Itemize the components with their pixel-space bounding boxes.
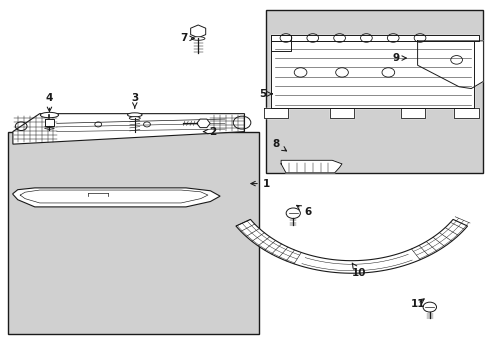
Polygon shape: [13, 114, 244, 144]
Bar: [266, 10, 483, 173]
Ellipse shape: [191, 37, 204, 40]
Polygon shape: [271, 41, 473, 108]
Polygon shape: [271, 35, 290, 51]
Text: 7: 7: [180, 33, 194, 43]
Bar: [8, 132, 259, 334]
Polygon shape: [236, 219, 467, 273]
Polygon shape: [45, 119, 54, 126]
Text: 2: 2: [203, 127, 216, 136]
Ellipse shape: [129, 117, 140, 120]
Text: 5: 5: [259, 89, 272, 99]
Polygon shape: [196, 119, 210, 127]
Text: 10: 10: [351, 263, 366, 278]
Text: 1: 1: [250, 179, 269, 189]
Polygon shape: [453, 108, 478, 118]
Polygon shape: [329, 108, 353, 118]
Circle shape: [285, 208, 300, 219]
Ellipse shape: [40, 112, 59, 118]
Polygon shape: [13, 188, 220, 207]
Text: 11: 11: [409, 299, 424, 309]
Circle shape: [422, 302, 436, 312]
Text: 3: 3: [131, 93, 138, 108]
Polygon shape: [400, 108, 424, 118]
Polygon shape: [271, 35, 478, 41]
Polygon shape: [190, 25, 205, 38]
Polygon shape: [281, 160, 341, 173]
Polygon shape: [264, 108, 288, 118]
Ellipse shape: [127, 113, 142, 117]
Text: 6: 6: [296, 205, 311, 217]
Polygon shape: [417, 41, 483, 89]
Text: 9: 9: [391, 53, 406, 63]
Text: 4: 4: [46, 93, 53, 112]
Text: 8: 8: [272, 139, 286, 151]
